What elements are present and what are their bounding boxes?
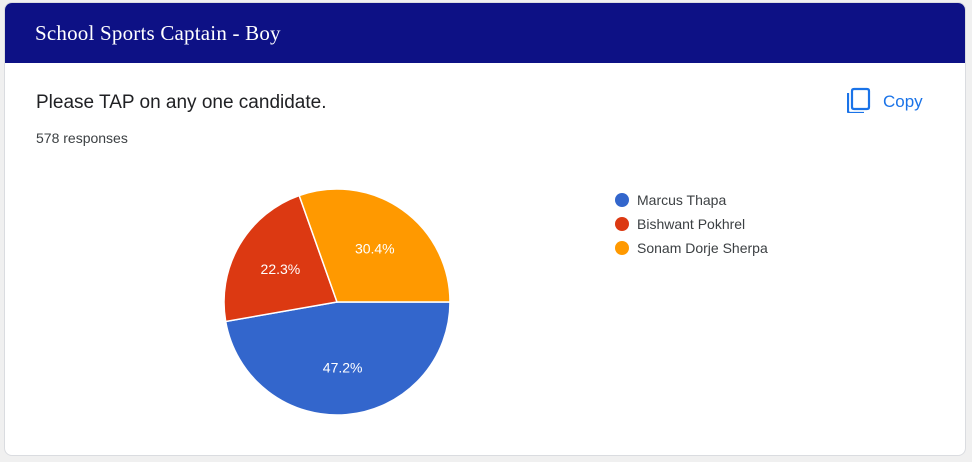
- slice-label: 47.2%: [323, 359, 363, 375]
- pie-chart: 47.2% 22.3% 30.4%: [223, 188, 451, 416]
- slice-label: 30.4%: [355, 240, 395, 256]
- legend-item[interactable]: Marcus Thapa: [615, 188, 768, 212]
- pie-slice[interactable]: [223, 194, 339, 323]
- question-text: Please TAP on any one candidate.: [36, 92, 327, 113]
- legend-label: Bishwant Pokhrel: [637, 216, 746, 232]
- slice-label: 22.3%: [261, 261, 301, 277]
- pie-slice[interactable]: [298, 188, 451, 303]
- legend-label: Sonam Dorje Sherpa: [637, 240, 768, 256]
- legend-item[interactable]: Bishwant Pokhrel: [615, 212, 768, 236]
- copy-button[interactable]: Copy: [846, 85, 923, 118]
- response-count: 578 responses: [36, 130, 128, 146]
- legend-item[interactable]: Sonam Dorje Sherpa: [615, 236, 768, 260]
- card-header: School Sports Captain - Boy: [5, 3, 965, 63]
- chart-legend: Marcus Thapa Bishwant Pokhrel Sonam Dorje …: [615, 188, 768, 260]
- legend-swatch: [615, 217, 629, 231]
- copy-icon: [846, 85, 871, 118]
- legend-label: Marcus Thapa: [637, 192, 727, 208]
- legend-swatch: [615, 193, 629, 207]
- chart-card: School Sports Captain - Boy Please TAP o…: [4, 2, 966, 456]
- pie-slice[interactable]: [224, 301, 451, 416]
- copy-label: Copy: [883, 91, 923, 111]
- legend-swatch: [615, 241, 629, 255]
- section-title: School Sports Captain - Boy: [35, 20, 281, 45]
